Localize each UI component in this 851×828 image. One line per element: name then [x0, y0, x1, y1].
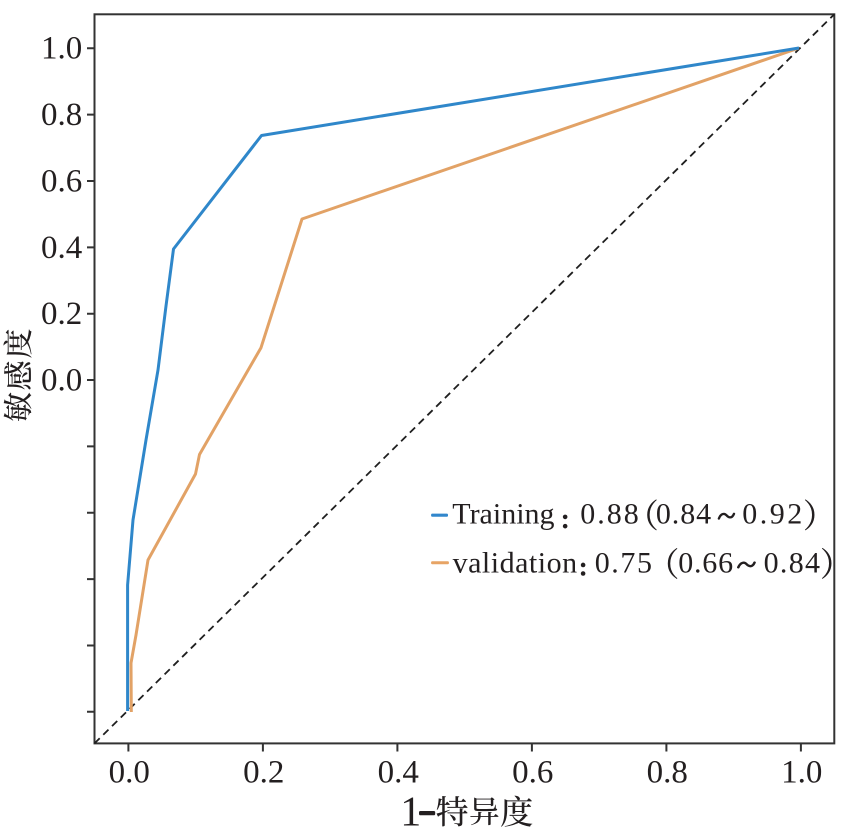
svg-text:0.84: 0.84 — [656, 498, 712, 531]
svg-text:Training: Training — [452, 498, 554, 531]
svg-text:1: 1 — [400, 790, 421, 828]
svg-text:0.84: 0.84 — [764, 547, 822, 580]
svg-text:0.0: 0.0 — [109, 754, 150, 790]
svg-text:0.8: 0.8 — [41, 97, 82, 133]
svg-text:0.2: 0.2 — [41, 296, 82, 332]
svg-text:0.0: 0.0 — [41, 362, 82, 398]
svg-text:validation: validation — [453, 547, 578, 580]
svg-text:0.6: 0.6 — [512, 754, 553, 790]
svg-text:0.88: 0.88 — [580, 498, 641, 531]
svg-text:1.0: 1.0 — [41, 31, 82, 67]
svg-text:0.6: 0.6 — [41, 163, 82, 199]
svg-text:0.4: 0.4 — [41, 230, 82, 266]
svg-text:0.8: 0.8 — [647, 754, 688, 790]
svg-text:0.2: 0.2 — [243, 754, 284, 790]
svg-text:0.75: 0.75 — [595, 547, 654, 580]
svg-text:0.4: 0.4 — [378, 754, 419, 790]
svg-text:1.0: 1.0 — [781, 754, 822, 790]
svg-text:0.66: 0.66 — [678, 547, 734, 580]
svg-text:0.92: 0.92 — [742, 498, 805, 531]
